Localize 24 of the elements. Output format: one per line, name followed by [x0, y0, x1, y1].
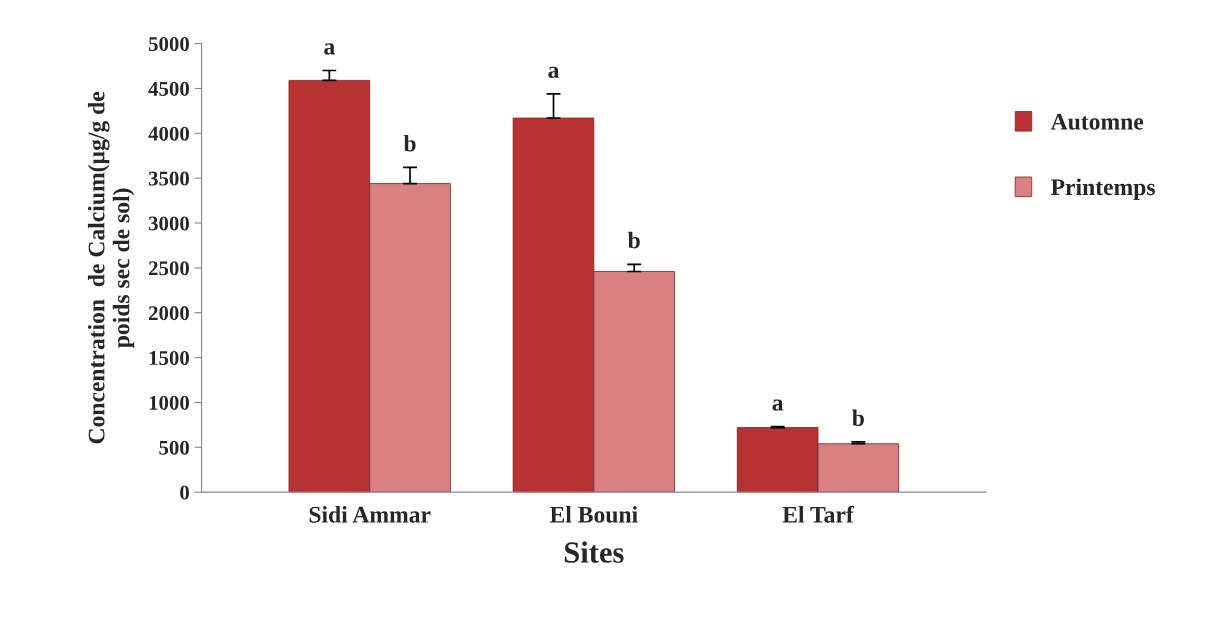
annotation: a — [772, 399, 784, 411]
y-tick-label: 500 — [159, 440, 189, 455]
y-tick-label: 4500 — [148, 81, 189, 96]
legend-label: Automne — [1050, 113, 1144, 130]
annotation: b — [403, 134, 416, 152]
annotation: b — [627, 231, 640, 249]
y-tick-label: 2000 — [148, 306, 189, 321]
y-tick-label: 0 — [180, 485, 189, 500]
y-axis-title: Concentration de Calcium(µg/g de poids sec de sol) — [87, 91, 135, 444]
annotation: a — [324, 43, 335, 55]
annotation: a — [548, 66, 560, 78]
x-axis-title: Sites — [564, 541, 624, 563]
y-tick-label: 3000 — [148, 216, 189, 231]
y-tick-label: 5000 — [148, 36, 189, 52]
y-tick-label: 3500 — [148, 171, 189, 186]
y-tick-label: 1000 — [149, 395, 189, 410]
y-tick-label: 1500 — [149, 350, 189, 366]
x-tick-label: Sidi Ammar — [309, 506, 431, 523]
x-tick-label: El Tarf — [782, 505, 854, 523]
legend-label: Printemps — [1051, 178, 1155, 200]
annotation: b — [852, 409, 864, 427]
y-tick-label: 2500 — [148, 261, 189, 276]
y-tick-label: 4000 — [148, 126, 189, 141]
x-tick-label: El Bouni — [549, 506, 638, 523]
